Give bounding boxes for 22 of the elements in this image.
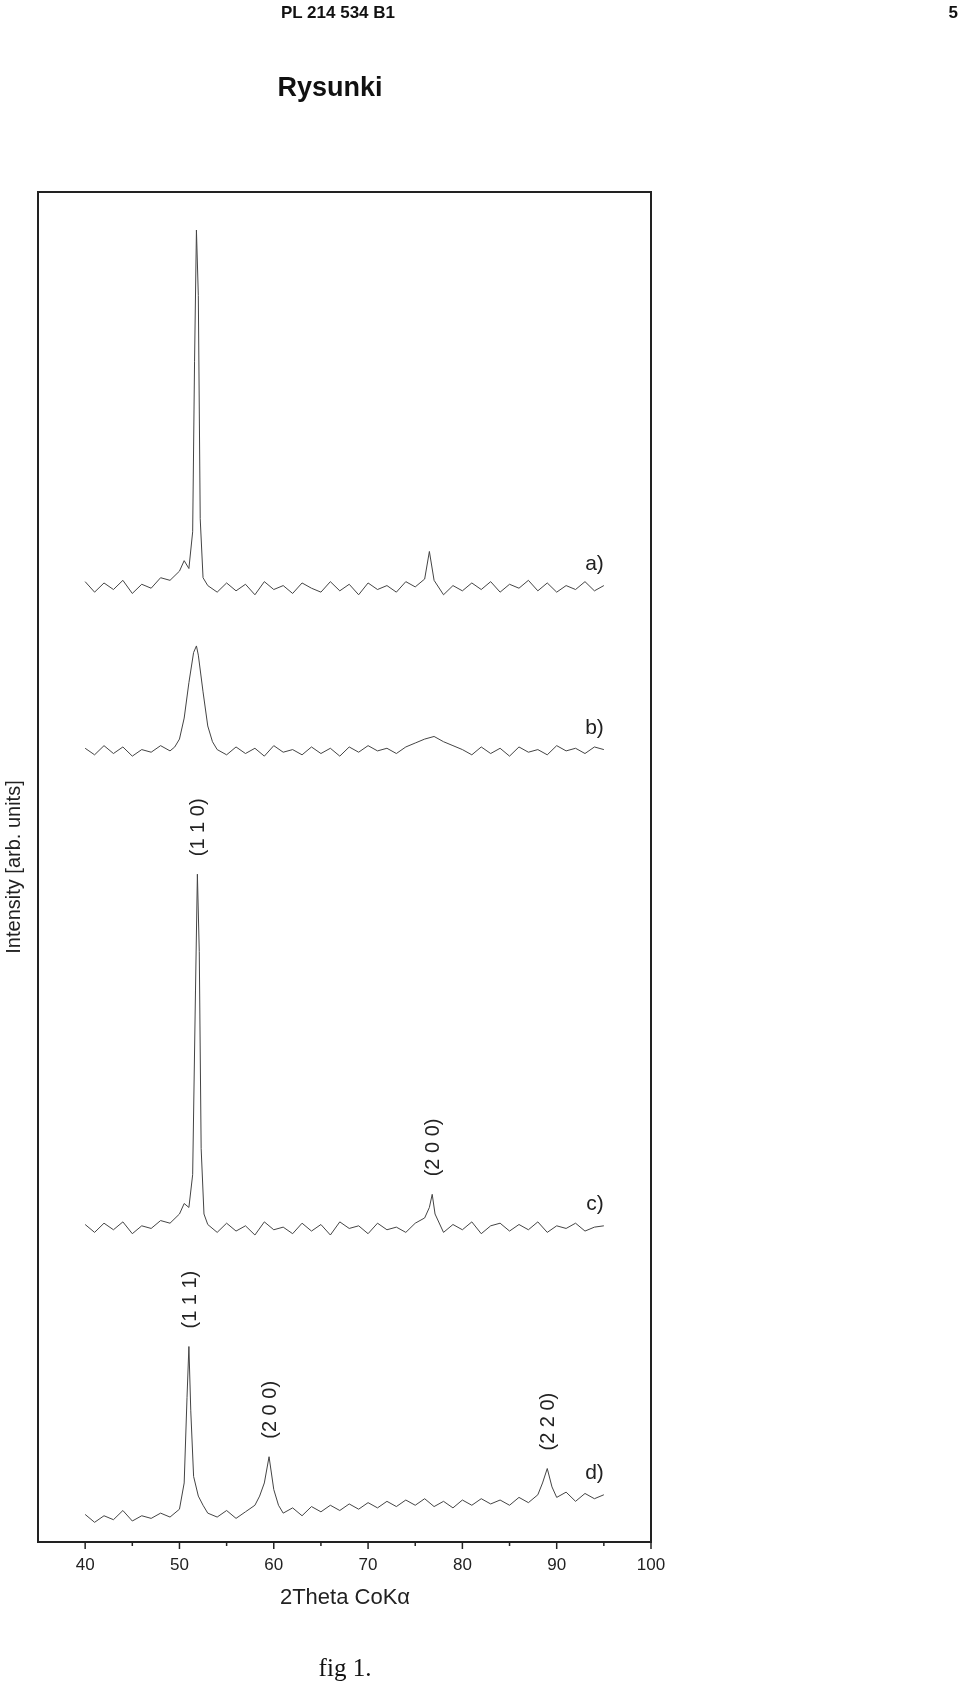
chart-title: Rysunki	[277, 72, 383, 102]
annotation: (2 2 0)	[536, 1392, 559, 1451]
annotation: (2 0 0)	[258, 1380, 281, 1439]
x-tick-label: 100	[636, 1555, 666, 1574]
x-tick-label: 70	[358, 1555, 378, 1574]
x-tick-label: 40	[75, 1555, 95, 1574]
annotation: (1 1 1)	[177, 1270, 200, 1329]
series-label: c)	[586, 1190, 604, 1214]
y-axis-title: Intensity [arb. units]	[2, 780, 24, 954]
x-tick-label: 60	[264, 1555, 284, 1574]
x-tick-label: 80	[452, 1555, 472, 1574]
x-tick-label: 90	[547, 1555, 567, 1574]
caption: fig 1.	[318, 1654, 372, 1681]
series-label: b)	[585, 714, 604, 738]
text: PL 214 534 B1	[280, 3, 396, 22]
series-label: d)	[585, 1459, 604, 1483]
text: 5	[948, 3, 958, 22]
annotation: (2 0 0)	[421, 1118, 444, 1177]
x-axis-title: 2Theta CoKα	[279, 1584, 411, 1609]
series-label: a)	[585, 550, 604, 574]
annotation: (1 1 0)	[186, 798, 209, 857]
x-tick-label: 50	[170, 1555, 189, 1574]
